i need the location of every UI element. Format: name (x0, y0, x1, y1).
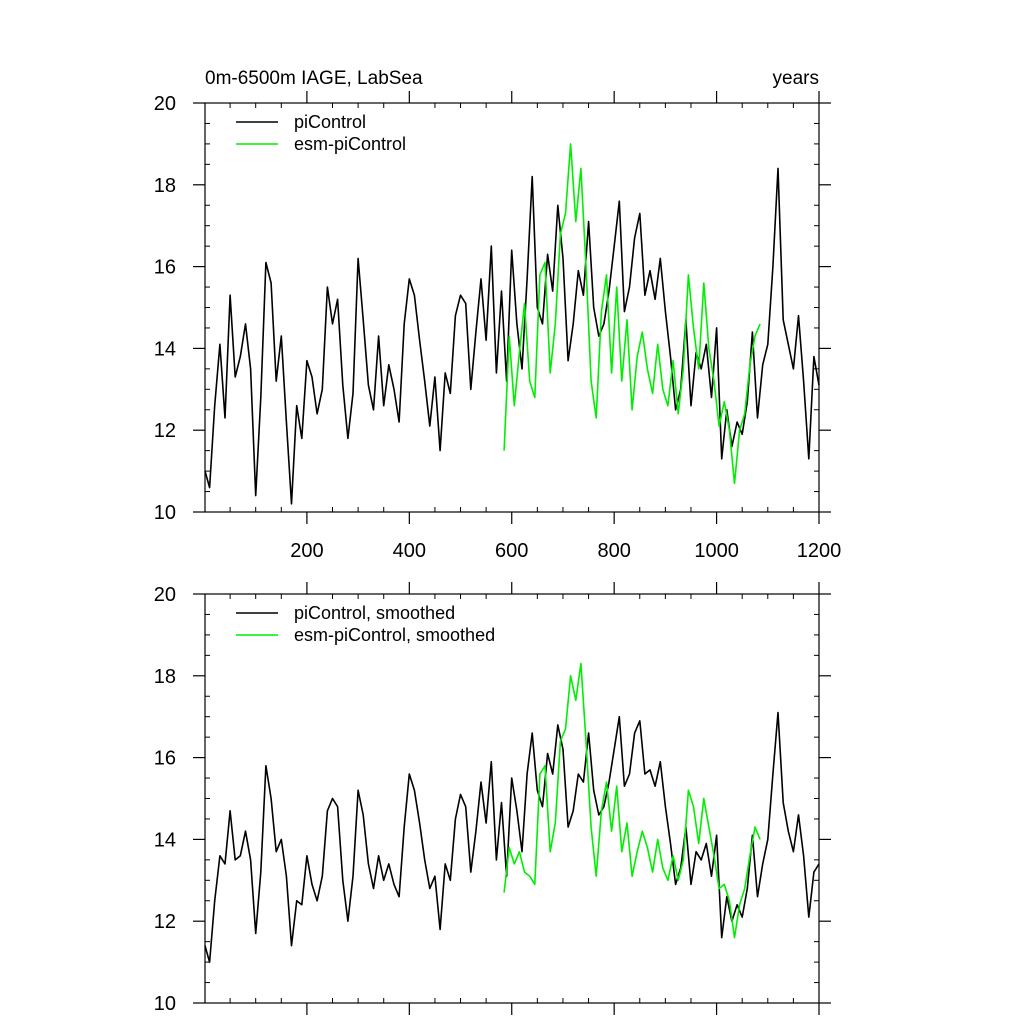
x-tick-label: 200 (290, 540, 323, 562)
series-line-picontrol-smoothed (204, 711, 820, 963)
chart-title-right: years (773, 68, 819, 89)
x-tick-label: 600 (495, 540, 528, 562)
y-tick-label: 20 (154, 584, 176, 606)
y-tick-label: 20 (154, 93, 176, 115)
y-tick-label: 16 (154, 257, 176, 279)
series-line-esm-picontrol-smoothed (503, 662, 761, 939)
y-tick-label: 10 (154, 502, 176, 524)
series-line-esm-picontrol (503, 143, 761, 485)
legend-label: esm-piControl (294, 134, 406, 154)
y-tick-label: 14 (154, 829, 176, 851)
y-tick-label: 12 (154, 420, 176, 442)
x-tick-label: 800 (597, 540, 630, 562)
legend-label: esm-piControl, smoothed (294, 625, 495, 645)
y-tick-label: 10 (154, 993, 176, 1015)
y-tick-label: 12 (154, 911, 176, 933)
chart-title-left: 0m-6500m IAGE, LabSea (205, 68, 423, 89)
x-tick-label: 1200 (797, 540, 842, 562)
y-tick-label: 18 (154, 175, 176, 197)
legend-label: piControl (294, 112, 366, 132)
y-tick-label: 18 (154, 666, 176, 688)
x-tick-label: 400 (393, 540, 426, 562)
x-tick-label: 1000 (694, 540, 739, 562)
series-line-picontrol (204, 167, 820, 505)
y-tick-label: 14 (154, 338, 176, 360)
panel-top: 200 400 600 800 1000 1200 10 12 14 16 18 20 piContro… (154, 91, 842, 562)
panel-bottom: 10 12 14 16 18 20 piControl, smoothedesm-piCon… (154, 582, 831, 1015)
legend-label: piControl, smoothed (294, 603, 455, 623)
y-tick-label: 16 (154, 748, 176, 770)
